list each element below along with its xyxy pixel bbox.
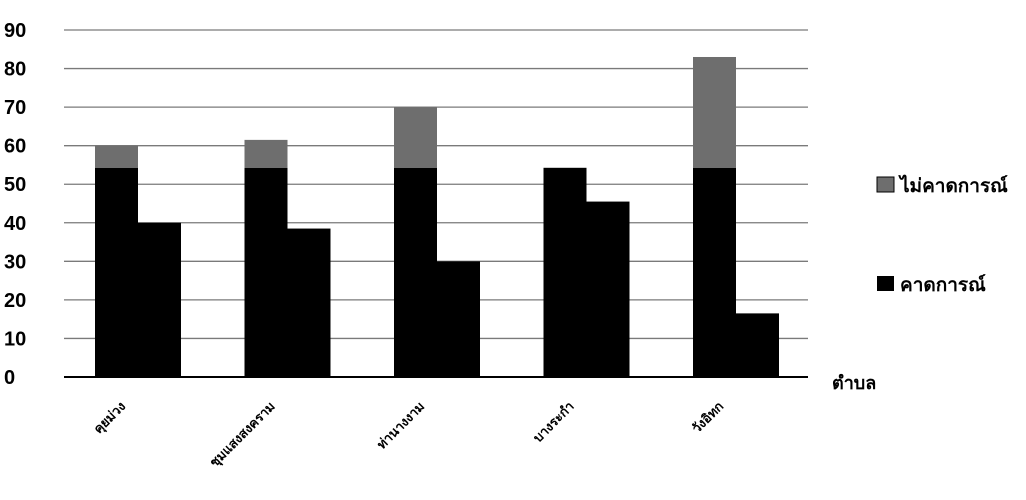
bars [95, 56, 779, 377]
bar-forecast [244, 168, 288, 377]
legend: ไม่คาดการณ์ คาดการณ์ [876, 174, 1008, 296]
bar-not-forecast [394, 107, 437, 169]
x-tick-label: ชุมแสงสงคราม [207, 399, 278, 470]
y-tick-label: 90 [4, 20, 26, 42]
y-tick-label: 10 [4, 328, 26, 350]
bar-not-forecast [244, 139, 288, 169]
legend-swatch-forecast [877, 276, 894, 291]
y-axis-ticks: 0 10 20 30 40 50 60 70 80 90 [4, 20, 26, 389]
bar-not-forecast [95, 145, 138, 169]
bar-forecast [394, 168, 437, 377]
y-tick-label: 80 [4, 59, 26, 81]
y-tick-label: 60 [4, 136, 26, 158]
x-tick-label: วังอิทก [690, 399, 727, 436]
x-tick-label: ท่านางงาม [375, 399, 428, 452]
x-axis-title: ตำบล [832, 373, 876, 394]
bar-second-series [437, 261, 480, 377]
bar-not-forecast [693, 56, 736, 169]
y-tick-label: 20 [4, 290, 26, 312]
legend-label-forecast: คาดการณ์ [900, 274, 986, 296]
bar-forecast [95, 168, 138, 377]
bar-second-series [287, 228, 331, 377]
x-tick-label: บางระกำ [530, 399, 577, 446]
legend-label-not-forecast: ไม่คาดการณ์ [898, 174, 1008, 197]
y-tick-label: 0 [4, 367, 15, 389]
category-labels: คุยม่วง ชุมแสงสงคราม ท่านางงาม บางระกำ วังอิ… [91, 399, 727, 471]
y-tick-label: 30 [4, 251, 26, 273]
legend-swatch-not-forecast [876, 176, 895, 193]
bar-second-series [736, 313, 779, 377]
y-tick-label: 50 [4, 174, 26, 196]
bar-second-series [586, 201, 630, 377]
bar-second-series [138, 222, 181, 377]
bar-forecast [693, 168, 736, 377]
x-tick-label: คุยม่วง [91, 399, 129, 437]
y-tick-label: 40 [4, 213, 26, 235]
y-tick-label: 70 [4, 97, 26, 119]
bar-forecast [543, 168, 587, 377]
